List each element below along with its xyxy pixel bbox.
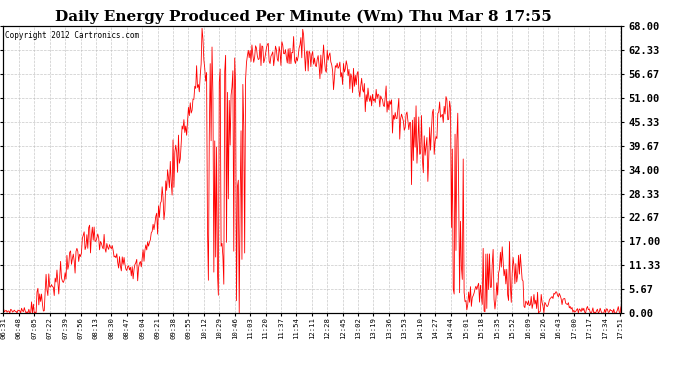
Text: Daily Energy Produced Per Minute (Wm) Thu Mar 8 17:55: Daily Energy Produced Per Minute (Wm) Th…	[55, 9, 552, 24]
Text: Copyright 2012 Cartronics.com: Copyright 2012 Cartronics.com	[5, 30, 139, 39]
